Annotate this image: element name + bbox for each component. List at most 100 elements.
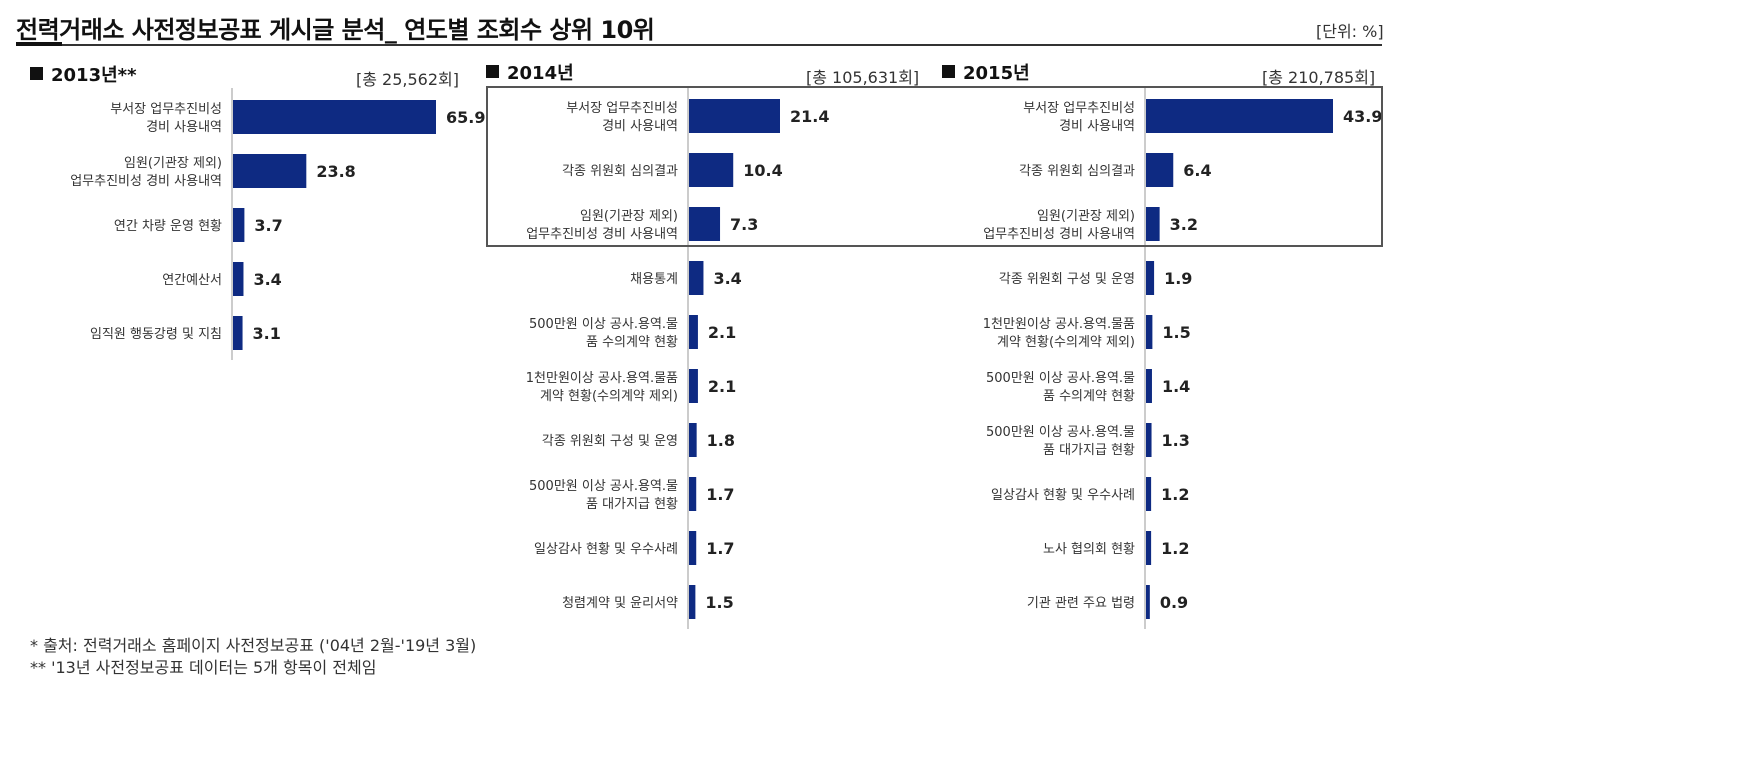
category-label-1-2: 임원(기관장 제외) 업무추진비성 경비 사용내역 xyxy=(526,209,678,242)
footnote-2013: ** '13년 사전정보공표 데이터는 5개 항목이 전체임 xyxy=(30,658,377,677)
category-label-line: 부서장 업무추진비성 xyxy=(566,101,678,116)
value-label-1-7: 1.7 xyxy=(706,485,734,504)
value-label-1-2: 7.3 xyxy=(730,215,758,234)
value-label-0-3: 3.4 xyxy=(253,270,281,289)
panel-2015-title: 2015년 xyxy=(963,63,1030,84)
category-label-line: 각종 위원회 구성 및 운영 xyxy=(542,434,678,449)
category-label-line: 업무추진비성 경비 사용내역 xyxy=(983,227,1135,242)
panel-2014-title: 2014년 xyxy=(507,63,574,84)
category-label-2-4: 1천만원이상 공사.용역.물품 계약 현황(수의계약 제외) xyxy=(983,317,1135,350)
bar-0-2 xyxy=(233,208,245,242)
category-label-line: 품 수의계약 현황 xyxy=(586,335,678,350)
bar-1-9 xyxy=(689,585,696,619)
value-label-0-4: 3.1 xyxy=(253,324,281,343)
value-label-1-5: 2.1 xyxy=(708,377,736,396)
bar-1-1 xyxy=(689,153,734,187)
category-label-2-8: 노사 협의회 현황 xyxy=(1043,542,1135,557)
value-label-2-0: 43.9 xyxy=(1343,107,1382,126)
chart-title: 전력거래소 사전정보공표 게시글 분석_ 연도별 조회수 상위 10위 xyxy=(16,16,655,44)
value-label-2-1: 6.4 xyxy=(1183,161,1211,180)
panel-2013-title: 2013년** xyxy=(51,65,137,86)
value-label-2-3: 1.9 xyxy=(1164,269,1192,288)
value-label-1-9: 1.5 xyxy=(705,593,733,612)
value-label-2-7: 1.2 xyxy=(1161,485,1189,504)
category-label-line: 일상감사 현황 및 우수사례 xyxy=(534,542,678,557)
category-label-line: 500만원 이상 공사.용역.물 xyxy=(529,479,678,494)
bar-2-5 xyxy=(1146,369,1152,403)
value-label-1-3: 3.4 xyxy=(713,269,741,288)
category-label-line: 품 대가지급 현황 xyxy=(1043,443,1135,458)
category-label-line: 각종 위원회 구성 및 운영 xyxy=(999,272,1135,287)
panel-2013-total: [총 25,562회] xyxy=(356,70,459,89)
category-label-line: 품 수의계약 현황 xyxy=(1043,389,1135,404)
bar-2-1 xyxy=(1146,153,1174,187)
category-label-2-2: 임원(기관장 제외) 업무추진비성 경비 사용내역 xyxy=(983,209,1135,242)
bar-2-7 xyxy=(1146,477,1152,511)
category-label-line: 임원(기관장 제외) xyxy=(580,209,678,224)
value-label-1-8: 1.7 xyxy=(706,539,734,558)
category-label-2-0: 부서장 업무추진비성 경비 사용내역 xyxy=(1023,101,1135,134)
panel-2015-total: [총 210,785회] xyxy=(1262,68,1376,87)
value-label-2-4: 1.5 xyxy=(1162,323,1190,342)
category-label-line: 각종 위원회 심의결과 xyxy=(562,164,678,179)
value-label-2-6: 1.3 xyxy=(1162,431,1190,450)
category-label-line: 임원(기관장 제외) xyxy=(1037,209,1135,224)
category-label-line: 경비 사용내역 xyxy=(146,120,222,135)
category-label-line: 업무추진비성 경비 사용내역 xyxy=(70,174,222,189)
value-label-2-9: 0.9 xyxy=(1160,593,1188,612)
bar-1-3 xyxy=(689,261,704,295)
category-label-2-9: 기관 관련 주요 법령 xyxy=(1027,596,1135,611)
top3-highlight-box xyxy=(486,86,1383,247)
title-divider xyxy=(16,44,1382,46)
bar-1-4 xyxy=(689,315,698,349)
value-label-1-6: 1.8 xyxy=(707,431,735,450)
bar-0-0 xyxy=(233,100,436,134)
category-label-2-3: 각종 위원회 구성 및 운영 xyxy=(999,272,1135,287)
category-label-line: 500만원 이상 공사.용역.물 xyxy=(986,425,1135,440)
bar-0-4 xyxy=(233,316,243,350)
category-label-line: 경비 사용내역 xyxy=(602,119,678,134)
panel-2013-heading: 2013년** xyxy=(30,61,136,87)
category-label-line: 청렴계약 및 윤리서약 xyxy=(562,596,678,611)
bar-0-1 xyxy=(233,154,307,188)
panel-2015-heading: 2015년 xyxy=(942,59,1030,85)
value-label-0-1: 23.8 xyxy=(316,162,355,181)
category-label-line: 임원(기관장 제외) xyxy=(124,156,222,171)
panel-2014-total: [총 105,631회] xyxy=(806,68,920,87)
value-label-2-8: 1.2 xyxy=(1161,539,1189,558)
category-label-line: 부서장 업무추진비성 xyxy=(110,102,222,117)
bar-1-8 xyxy=(689,531,697,565)
bar-2-3 xyxy=(1146,261,1155,295)
category-label-line: 500만원 이상 공사.용역.물 xyxy=(529,317,678,332)
category-label-line: 업무추진비성 경비 사용내역 xyxy=(526,227,678,242)
panel-2014-heading: 2014년 xyxy=(486,59,574,85)
category-label-line: 1천만원이상 공사.용역.물품 xyxy=(983,317,1135,332)
category-label-line: 부서장 업무추진비성 xyxy=(1023,101,1135,116)
category-label-2-7: 일상감사 현황 및 우수사례 xyxy=(991,488,1135,503)
category-label-line: 계약 현황(수의계약 제외) xyxy=(540,389,678,404)
category-label-1-9: 청렴계약 및 윤리서약 xyxy=(562,596,678,611)
category-label-line: 연간 차량 운영 현황 xyxy=(114,219,222,234)
bar-2-9 xyxy=(1146,585,1150,619)
value-label-1-4: 2.1 xyxy=(708,323,736,342)
category-label-line: 노사 협의회 현황 xyxy=(1043,542,1135,557)
bar-1-0 xyxy=(689,99,780,133)
category-label-line: 각종 위원회 심의결과 xyxy=(1019,164,1135,179)
value-label-0-2: 3.7 xyxy=(254,216,282,235)
category-label-0-1: 임원(기관장 제외) 업무추진비성 경비 사용내역 xyxy=(70,156,222,189)
bar-1-2 xyxy=(689,207,721,241)
bar-2-8 xyxy=(1146,531,1152,565)
value-label-2-5: 1.4 xyxy=(1162,377,1190,396)
category-label-line: 품 대가지급 현황 xyxy=(586,497,678,512)
category-label-line: 연간예산서 xyxy=(162,273,222,288)
bar-1-7 xyxy=(689,477,697,511)
category-label-line: 500만원 이상 공사.용역.물 xyxy=(986,371,1135,386)
value-label-2-2: 3.2 xyxy=(1170,215,1198,234)
footnote-source: * 출처: 전력거래소 홈페이지 사전정보공표 ('04년 2월-'19년 3월… xyxy=(30,636,477,655)
category-label-1-3: 채용통계 xyxy=(630,272,678,287)
category-label-1-8: 일상감사 현황 및 우수사례 xyxy=(534,542,678,557)
value-label-1-0: 21.4 xyxy=(790,107,829,126)
category-label-line: 기관 관련 주요 법령 xyxy=(1027,596,1135,611)
